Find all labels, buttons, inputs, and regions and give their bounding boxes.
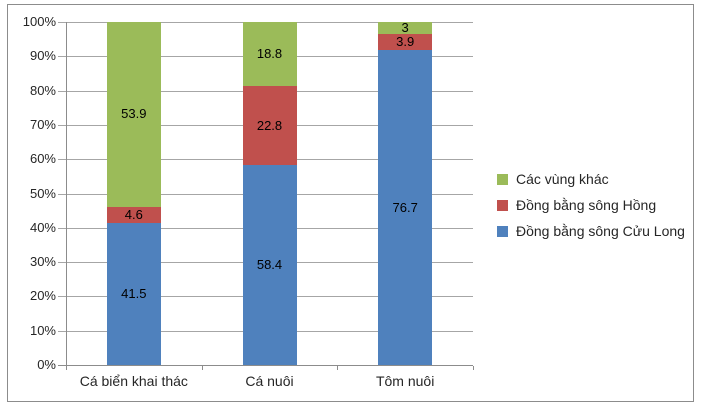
data-label: 3 bbox=[401, 20, 409, 36]
data-label: 18.8 bbox=[256, 46, 283, 62]
legend-item: Đồng bằng sông Cửu Long bbox=[497, 218, 685, 244]
legend-label: Đồng bằng sông Cửu Long bbox=[516, 223, 685, 239]
x-axis-tick bbox=[66, 366, 67, 370]
y-axis-tick-label: 60% bbox=[29, 151, 56, 167]
bar-segment bbox=[242, 164, 297, 365]
category-label: Cá nuôi bbox=[245, 373, 294, 389]
bar-segment bbox=[378, 22, 433, 35]
y-axis-tick-label: 80% bbox=[29, 82, 56, 98]
y-axis-tick-label: 70% bbox=[29, 116, 56, 132]
legend-swatch-dong-bang-song-hong bbox=[497, 199, 508, 211]
data-label: 76.7 bbox=[392, 199, 418, 215]
bar-segment bbox=[106, 22, 161, 207]
data-label: 3.9 bbox=[396, 34, 415, 50]
y-axis-tick-label: 30% bbox=[29, 254, 56, 270]
legend-swatch-cac-vung-khac bbox=[497, 173, 508, 185]
y-axis-line bbox=[66, 22, 67, 366]
x-axis-tick bbox=[473, 366, 474, 370]
data-label: 4.6 bbox=[124, 206, 143, 222]
y-axis-tick-label: 40% bbox=[29, 219, 56, 235]
y-axis-tick-label: 90% bbox=[29, 48, 56, 64]
y-axis-tick-label: 20% bbox=[29, 288, 56, 304]
x-axis-tick bbox=[201, 366, 203, 370]
bar-segment bbox=[242, 86, 297, 165]
data-label: 58.4 bbox=[256, 256, 283, 272]
data-label: 22.8 bbox=[256, 117, 283, 133]
legend: Các vùng khác Đồng bằng sông Hồng Đồng b… bbox=[497, 166, 685, 244]
data-label: 41.5 bbox=[121, 285, 147, 301]
legend-label: Đồng bằng sông Hồng bbox=[516, 197, 657, 213]
x-axis-tick bbox=[337, 366, 339, 370]
legend-swatch-dong-bang-song-cuu-long bbox=[497, 225, 508, 237]
bar-segment bbox=[378, 50, 433, 365]
legend-item: Các vùng khác bbox=[497, 166, 685, 192]
legend-item: Đồng bằng sông Hồng bbox=[497, 192, 685, 218]
y-axis-tick-label: 100% bbox=[22, 14, 56, 29]
y-axis-tick-label: 50% bbox=[29, 185, 56, 201]
bar-segment bbox=[242, 22, 297, 87]
bar-segment bbox=[106, 206, 161, 223]
category-label: Cá biển khai thác bbox=[79, 373, 188, 389]
legend-label: Các vùng khác bbox=[516, 171, 609, 187]
bar-segment bbox=[106, 222, 161, 365]
y-axis-tick-label: 0% bbox=[37, 357, 56, 372]
data-label: 53.9 bbox=[121, 106, 147, 122]
bar-segment bbox=[378, 34, 433, 51]
category-label: Tôm nuôi bbox=[375, 373, 435, 389]
x-axis-line bbox=[58, 365, 473, 366]
y-axis-tick-label: 10% bbox=[29, 322, 56, 338]
